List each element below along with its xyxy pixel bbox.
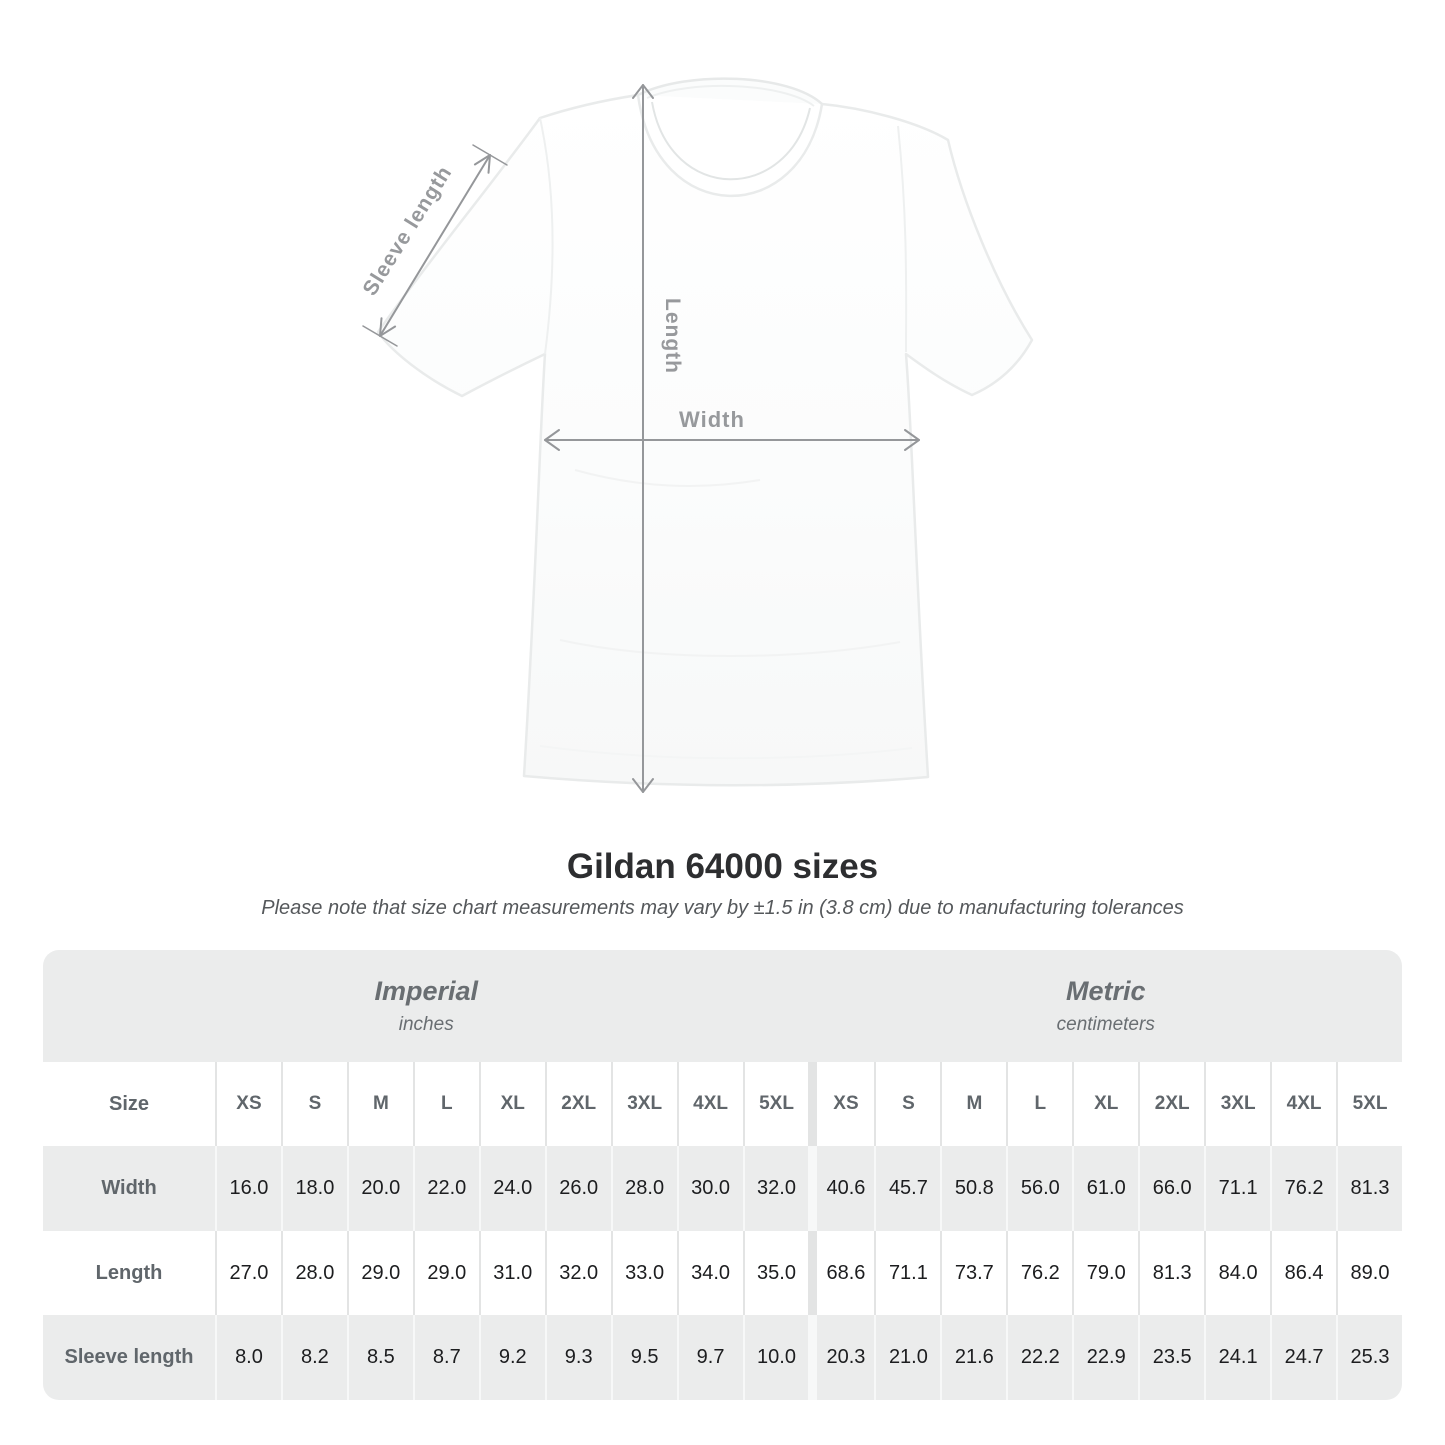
value-cell: 9.7 (676, 1315, 743, 1400)
value-cell: 21.0 (874, 1315, 940, 1400)
value-cell: 68.6 (808, 1231, 874, 1315)
value-cell: 50.8 (940, 1146, 1006, 1231)
size-col-imperial-2xl: 2XL (544, 1062, 611, 1146)
size-col-metric-3xl: 3XL (1204, 1062, 1270, 1146)
size-col-metric-4xl: 4XL (1270, 1062, 1336, 1146)
width-row: Width 16.0 18.0 20.0 22.0 24.0 26.0 28.0 30.0 32.… (43, 1146, 1402, 1231)
value-cell: 10.0 (742, 1315, 809, 1400)
value-cell: 76.2 (1006, 1231, 1072, 1315)
value-cell: 32.0 (544, 1231, 611, 1315)
size-col-imperial-m: M (346, 1062, 413, 1146)
value-cell: 56.0 (1006, 1146, 1072, 1231)
value-cell: 66.0 (1138, 1146, 1204, 1231)
value-cell: 76.2 (1270, 1146, 1336, 1231)
value-cell: 81.3 (1138, 1231, 1204, 1315)
size-header-row: Size XS S M L XL 2XL 3XL 4XL 5XL XS S M L XL 2XL 3XL 4XL 5… (43, 1062, 1402, 1146)
value-cell: 89.0 (1336, 1231, 1402, 1315)
row-label: Sleeve length (64, 1346, 194, 1368)
metric-title: Metric (1065, 976, 1146, 1006)
value-cell: 84.0 (1204, 1231, 1270, 1315)
size-col-metric-s: S (874, 1062, 940, 1146)
metric-unit: centimeters (1056, 1014, 1155, 1035)
value-cell: 29.0 (346, 1231, 413, 1315)
value-cell: 29.0 (412, 1231, 479, 1315)
imperial-header: Imperial inches (43, 950, 809, 1062)
size-col-metric-2xl: 2XL (1138, 1062, 1204, 1146)
value-cell: 27.0 (215, 1231, 281, 1315)
value-cell: 45.7 (874, 1146, 940, 1231)
value-cell: 28.0 (610, 1146, 677, 1231)
value-cell: 34.0 (676, 1231, 743, 1315)
value-cell: 16.0 (215, 1146, 281, 1231)
imperial-title: Imperial (374, 976, 478, 1006)
sleeve-length-row: Sleeve length 8.0 8.2 8.5 8.7 9.2 9.3 9.5 9.7 10.… (43, 1315, 1402, 1400)
size-col-metric-xs: XS (808, 1062, 874, 1146)
length-label: Length (661, 298, 684, 374)
tshirt-diagram (362, 77, 1034, 793)
value-cell: 9.3 (544, 1315, 611, 1400)
value-cell: 33.0 (610, 1231, 677, 1315)
tolerance-note: Please note that size chart measurements… (261, 897, 1184, 919)
unit-header-band: Imperial inches Metric centimeters (43, 950, 1402, 1062)
value-cell: 24.0 (478, 1146, 545, 1231)
width-arrow (544, 429, 920, 451)
value-cell: 23.5 (1138, 1315, 1204, 1400)
value-cell: 9.5 (610, 1315, 677, 1400)
width-label: Width (679, 407, 745, 432)
size-col-imperial-xs: XS (215, 1062, 281, 1146)
value-cell: 24.7 (1270, 1315, 1336, 1400)
row-label: Length (95, 1261, 163, 1284)
metric-header: Metric centimeters (809, 950, 1402, 1062)
value-cell: 28.0 (280, 1231, 347, 1315)
value-cell: 22.0 (412, 1146, 479, 1231)
value-cell: 8.5 (346, 1315, 413, 1400)
value-cell: 30.0 (676, 1146, 743, 1231)
size-col-imperial-4xl: 4XL (676, 1062, 743, 1146)
value-cell: 20.3 (808, 1315, 874, 1400)
value-cell: 20.0 (346, 1146, 413, 1231)
value-cell: 79.0 (1072, 1231, 1138, 1315)
length-row: Length 27.0 28.0 29.0 29.0 31.0 32.0 33.0 34.0 35… (43, 1231, 1402, 1315)
value-cell: 26.0 (544, 1146, 611, 1231)
size-col-imperial-l: L (412, 1062, 479, 1146)
size-col-metric-xl: XL (1072, 1062, 1138, 1146)
size-table: Imperial inches Metric centimeters Size X… (43, 950, 1402, 1400)
value-cell: 71.1 (874, 1231, 940, 1315)
value-cell: 86.4 (1270, 1231, 1336, 1315)
value-cell: 25.3 (1336, 1315, 1402, 1400)
value-cell: 81.3 (1336, 1146, 1402, 1231)
value-cell: 24.1 (1204, 1315, 1270, 1400)
value-cell: 61.0 (1072, 1146, 1138, 1231)
value-cell: 22.2 (1006, 1315, 1072, 1400)
page-title: Gildan 64000 sizes (566, 847, 879, 886)
value-cell: 18.0 (280, 1146, 347, 1231)
row-label: Width (101, 1177, 157, 1199)
value-cell: 22.9 (1072, 1315, 1138, 1400)
imperial-unit: inches (398, 1014, 454, 1035)
value-cell: 35.0 (742, 1231, 809, 1315)
value-cell: 73.7 (940, 1231, 1006, 1315)
size-col-metric-l: L (1006, 1062, 1072, 1146)
length-arrow (632, 84, 654, 793)
value-cell: 8.0 (215, 1315, 281, 1400)
size-col-metric-5xl: 5XL (1336, 1062, 1402, 1146)
value-cell: 21.6 (940, 1315, 1006, 1400)
size-col-metric-m: M (940, 1062, 1006, 1146)
sleeve-length-arrow (362, 144, 508, 347)
size-col-imperial-xl: XL (478, 1062, 545, 1146)
value-cell: 32.0 (742, 1146, 809, 1231)
size-col-imperial-3xl: 3XL (610, 1062, 677, 1146)
value-cell: 40.6 (808, 1146, 874, 1231)
value-cell: 31.0 (478, 1231, 545, 1315)
value-cell: 71.1 (1204, 1146, 1270, 1231)
size-column-header: Size (108, 1092, 150, 1115)
value-cell: 8.7 (412, 1315, 479, 1400)
size-col-imperial-5xl: 5XL (742, 1062, 809, 1146)
value-cell: 8.2 (280, 1315, 347, 1400)
size-col-imperial-s: S (280, 1062, 347, 1146)
value-cell: 9.2 (478, 1315, 545, 1400)
